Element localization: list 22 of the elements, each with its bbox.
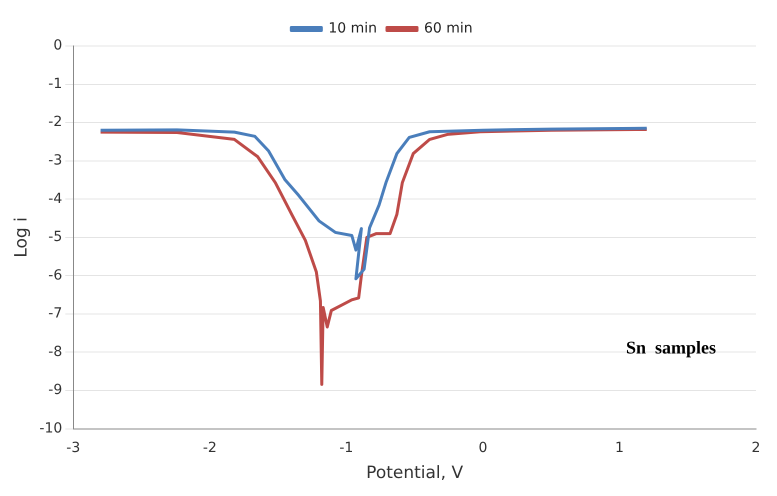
legend-label: 60 min <box>424 20 473 37</box>
x-tick-label: -3 <box>66 440 80 456</box>
y-tick-label: 0 <box>53 38 62 54</box>
y-tick-label: -5 <box>48 229 62 246</box>
y-tick-label: -2 <box>48 114 62 130</box>
x-tick-label: 0 <box>478 440 488 456</box>
y-tick-label: -3 <box>48 152 62 168</box>
legend-label: 10 min <box>328 20 378 37</box>
y-tick-label: -9 <box>48 382 62 398</box>
x-tick-label: -2 <box>202 440 217 456</box>
x-tick-label: 1 <box>614 440 624 456</box>
y-tick-label: -4 <box>48 190 62 207</box>
y-tick-label: -7 <box>48 306 62 322</box>
y-tick-label: -1 <box>48 76 62 92</box>
y-tick-label: -10 <box>39 420 62 436</box>
x-tick-label: -1 <box>339 440 354 456</box>
y-axis-title: Log i <box>12 217 32 258</box>
annotation: Sn samples <box>626 337 716 358</box>
x-axis-title: Potential, V <box>366 463 464 484</box>
x-tick-label: 2 <box>752 440 760 456</box>
y-tick-label: -8 <box>48 344 62 360</box>
y-tick-label: -6 <box>48 267 62 284</box>
